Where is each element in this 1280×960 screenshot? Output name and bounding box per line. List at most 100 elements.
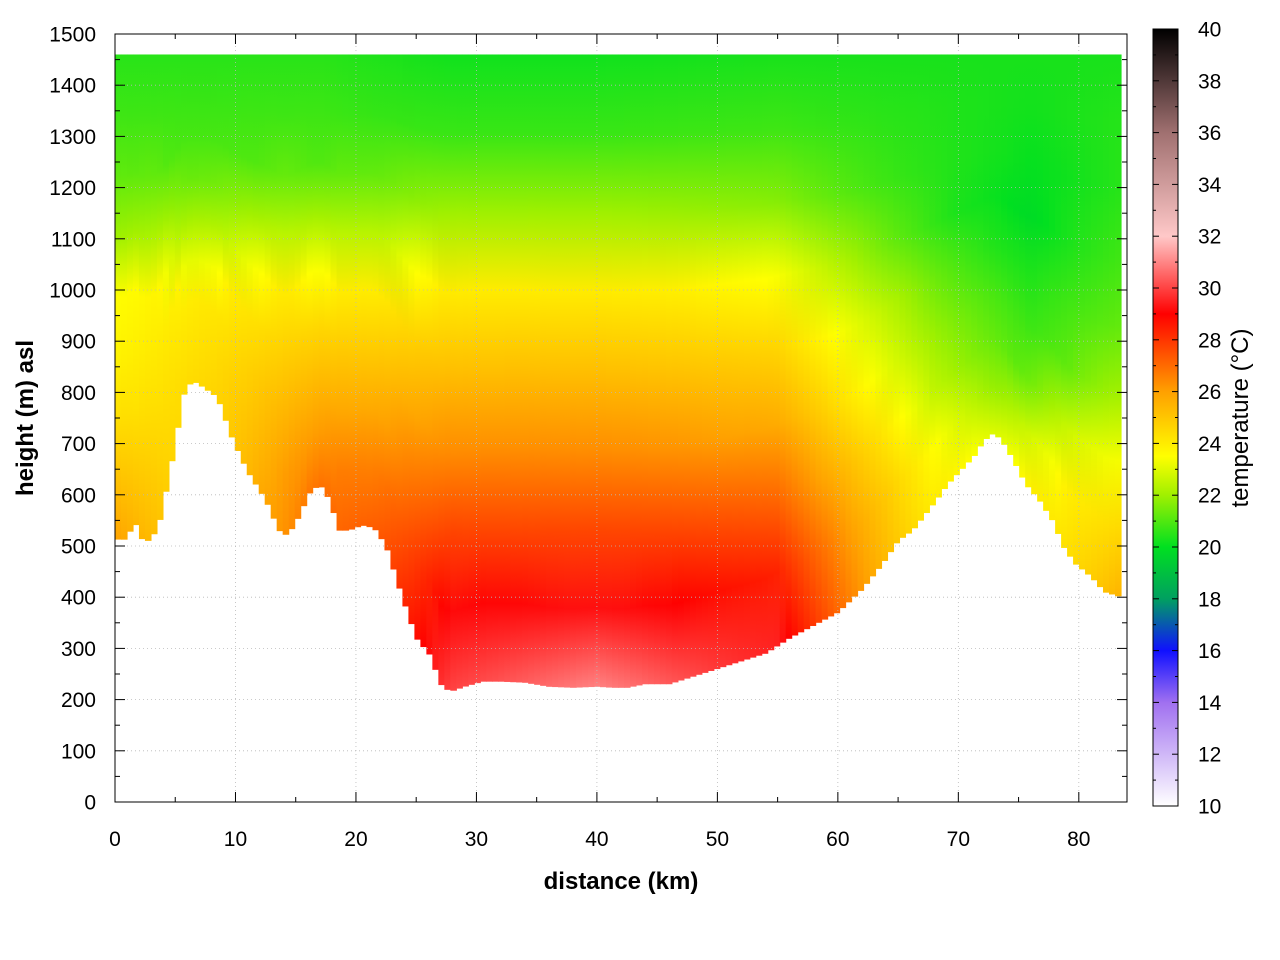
heatmap-column [1019,54,1026,478]
heatmap-column [246,54,254,476]
colorbar-tick-label: 32 [1198,226,1221,249]
y-tick-label: 800 [61,382,96,405]
heatmap-column [1037,54,1044,502]
heatmap-column [1007,54,1014,455]
heatmap-column [911,54,918,529]
colorbar-tick-label: 24 [1198,433,1222,456]
heatmap-column [689,54,697,677]
heatmap-column [612,54,619,688]
heatmap-column [815,54,823,623]
heatmap-column [216,54,224,405]
heatmap-column [318,54,326,488]
heatmap-column [354,54,362,528]
heatmap-column [115,54,122,540]
heatmap-column [983,54,990,439]
heatmap-column [396,54,404,589]
heatmap-column [504,54,511,682]
heatmap-column [1031,54,1038,495]
heatmap-column [276,54,284,532]
heatmap-column [210,54,218,395]
heatmap-column [995,54,1002,438]
colorbar-tick-label: 34 [1198,174,1222,197]
heatmap-column [528,54,535,684]
colorbar-tick-label: 40 [1198,19,1221,42]
heatmap-column [647,54,655,685]
heatmap-column [1073,54,1080,565]
colorbar-title: temperature (°C) [1227,329,1254,508]
heatmap-column [749,54,757,658]
y-tick-label: 400 [61,587,96,610]
heatmap-column [1091,54,1098,581]
heatmap-column [348,54,356,530]
heatmap-column [288,54,296,530]
heatmap-column [677,54,685,681]
heatmap-column [617,54,625,688]
heatmap-column [785,54,793,639]
heatmap-column [707,54,715,671]
heatmap-column [546,54,553,687]
y-tick-label: 600 [61,484,96,507]
heatmap-column [1097,54,1104,588]
heatmap-column [791,54,799,636]
heatmap-column [522,54,529,683]
heatmap-column [1013,54,1020,466]
heatmap-column [510,54,517,683]
heatmap-column [402,54,410,607]
heatmap-column [761,54,769,654]
heatmap-column [713,54,721,670]
heatmap-column [156,54,164,520]
heatmap-column [653,54,661,685]
heatmap-column [426,54,433,655]
heatmap-column [186,54,194,385]
heatmap-column [492,54,499,682]
heatmap-column [971,54,978,456]
heatmap-column [606,54,613,688]
heatmap-column [180,54,188,395]
heatmap-column [582,54,589,688]
x-tick-label: 60 [826,828,849,851]
heatmap-column [324,54,332,497]
heatmap-column [432,54,439,670]
heatmap-column [881,54,889,561]
heatmap-column [1085,54,1092,575]
heatmap-column [498,54,505,682]
heatmap-column [330,54,338,514]
heatmap-column [516,54,523,683]
colorbar [1152,28,1179,807]
heatmap-column [869,54,877,577]
y-tick-label: 1500 [49,24,96,47]
heatmap-column [641,54,649,685]
heatmap-column [480,54,487,682]
heatmap-column [845,54,853,603]
x-tick-label: 40 [585,828,608,851]
x-tick-label: 30 [465,828,488,851]
heatmap-column [743,54,751,660]
colorbar-ticks [1153,28,1178,807]
heatmap-column [306,54,314,494]
heatmap-column [204,54,212,391]
x-tick-label: 20 [344,828,367,851]
heatmap-column [1103,54,1110,593]
colorbar-tick-label: 12 [1198,744,1221,767]
heatmap-column [144,54,152,541]
y-tick-label: 1400 [49,75,96,98]
heatmap-column [1055,54,1062,534]
heatmap-column [336,54,344,531]
colorbar-tick-label: 20 [1198,537,1221,560]
heatmap-column [378,54,386,540]
heatmap-column [671,54,679,683]
heatmap-column [138,54,146,540]
heatmap-column [408,54,415,625]
colorbar-tick-label: 26 [1198,381,1221,404]
heatmap-column [420,54,427,648]
heatmap-column [725,54,733,666]
heatmap-column [665,54,673,685]
heatmap-column [821,54,829,620]
y-tick-label: 1100 [51,228,96,251]
heatmap-column [629,54,637,687]
x-tick-label: 80 [1067,828,1090,851]
heatmap-column [1067,54,1074,557]
heatmap-column [827,54,835,617]
heatmap-column [150,54,158,535]
heatmap-column [534,54,541,685]
